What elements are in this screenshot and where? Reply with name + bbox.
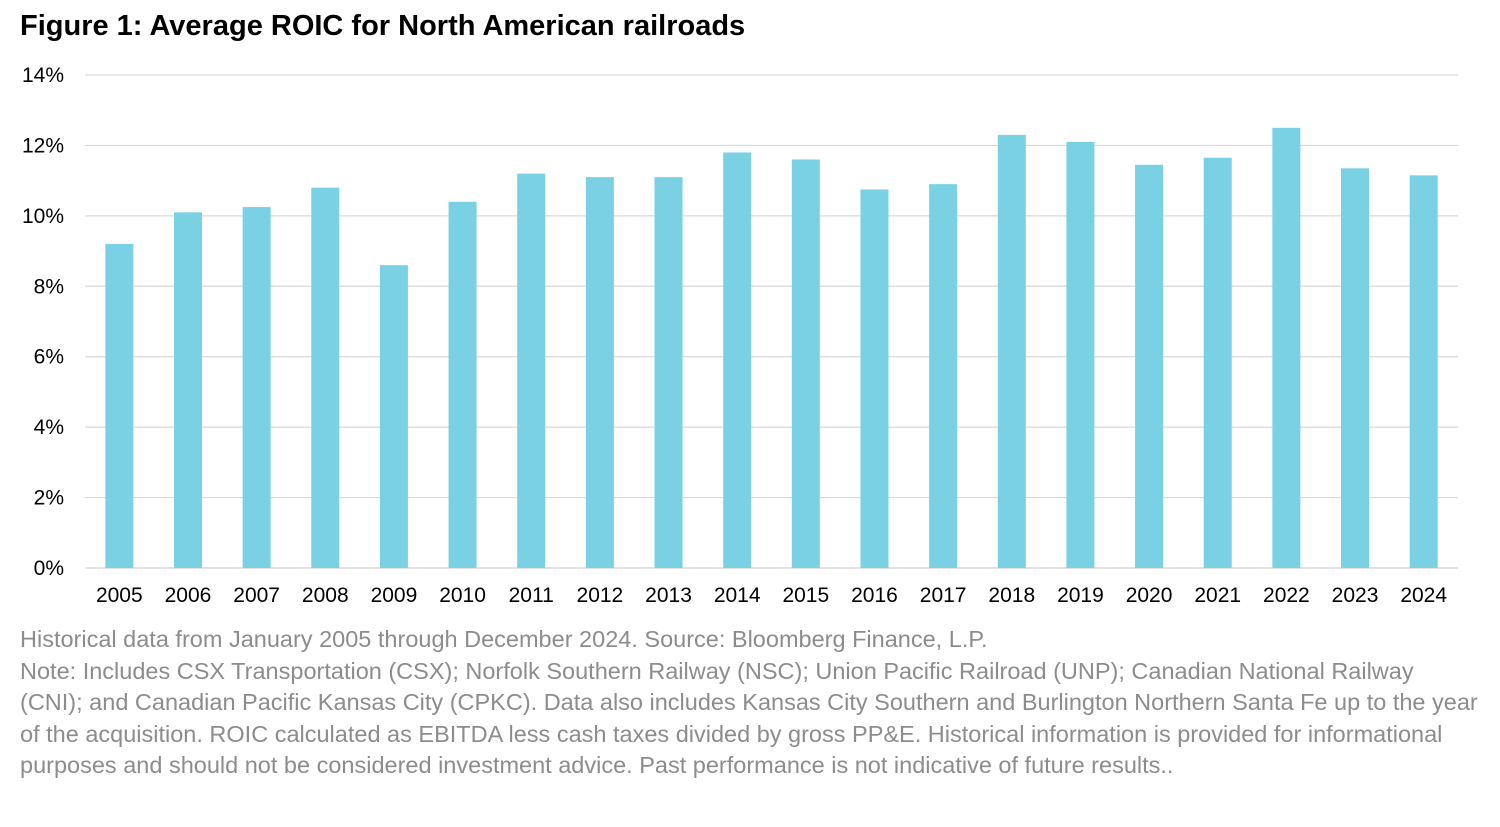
bar-2015 <box>791 159 820 568</box>
y-tick-label: 10% <box>22 205 64 228</box>
y-tick-label: 12% <box>22 134 64 157</box>
bar-2018 <box>997 134 1026 568</box>
x-tick-label: 2006 <box>165 584 212 607</box>
x-tick-label: 2010 <box>439 584 486 607</box>
chart-title: Figure 1: Average ROIC for North America… <box>20 10 746 42</box>
y-tick-label: 2% <box>34 487 64 510</box>
bar-2006 <box>173 212 202 569</box>
x-axis-tick-labels: 2005 2006 2007 2008 2009 2010 2011 2012 2013 2014… <box>96 584 1447 607</box>
source-note: Historical data from January 2005 throug… <box>20 626 988 652</box>
bar-2020 <box>1135 164 1164 568</box>
x-tick-label: 2023 <box>1332 584 1379 607</box>
x-tick-label: 2019 <box>1057 584 1104 607</box>
x-tick-label: 2011 <box>509 584 554 607</box>
bar-2011 <box>517 173 546 568</box>
bar-2013 <box>654 177 683 568</box>
y-tick-label: 6% <box>34 346 64 369</box>
x-tick-label: 2020 <box>1126 584 1173 607</box>
bar-2023 <box>1341 168 1370 568</box>
bars <box>105 127 1438 569</box>
x-tick-label: 2005 <box>96 584 143 607</box>
x-tick-label: 2021 <box>1194 584 1241 607</box>
x-tick-label: 2024 <box>1400 584 1447 607</box>
bar-2008 <box>311 187 340 568</box>
x-tick-label: 2009 <box>371 584 418 607</box>
x-tick-label: 2012 <box>577 584 624 607</box>
y-tick-label: 14% <box>22 64 64 87</box>
x-tick-label: 2008 <box>302 584 349 607</box>
bar-2009 <box>379 265 408 568</box>
bar-2012 <box>585 177 614 568</box>
y-tick-label: 0% <box>34 557 64 580</box>
bar-chart: 0% 2% 4% 6% 8% 10% 12% 14% 2005 2006 2007 2008 2009… <box>22 64 1458 607</box>
footnotes: Historical data from January 2005 throug… <box>20 624 1480 782</box>
bar-2016 <box>860 189 889 569</box>
x-tick-label: 2013 <box>645 584 692 607</box>
y-tick-label: 8% <box>34 275 64 298</box>
x-tick-label: 2018 <box>988 584 1035 607</box>
x-tick-label: 2007 <box>233 584 280 607</box>
x-tick-label: 2022 <box>1263 584 1310 607</box>
x-tick-label: 2017 <box>920 584 967 607</box>
y-axis-tick-labels: 0% 2% 4% 6% 8% 10% 12% 14% <box>22 64 64 580</box>
y-tick-label: 4% <box>34 416 64 439</box>
bar-2007 <box>242 207 271 568</box>
bar-2019 <box>1066 141 1095 568</box>
x-tick-label: 2014 <box>714 584 761 607</box>
bar-2017 <box>929 184 958 568</box>
x-tick-label: 2015 <box>782 584 829 607</box>
x-tick-label: 2016 <box>851 584 898 607</box>
methodology-note: Note: Includes CSX Transportation (CSX);… <box>20 657 1478 779</box>
bar-2005 <box>105 244 134 568</box>
bar-2022 <box>1272 127 1301 569</box>
bar-2021 <box>1203 157 1232 568</box>
gridlines <box>85 74 1458 569</box>
bar-2014 <box>723 152 752 568</box>
bar-2024 <box>1409 175 1438 568</box>
bar-2010 <box>448 201 477 568</box>
